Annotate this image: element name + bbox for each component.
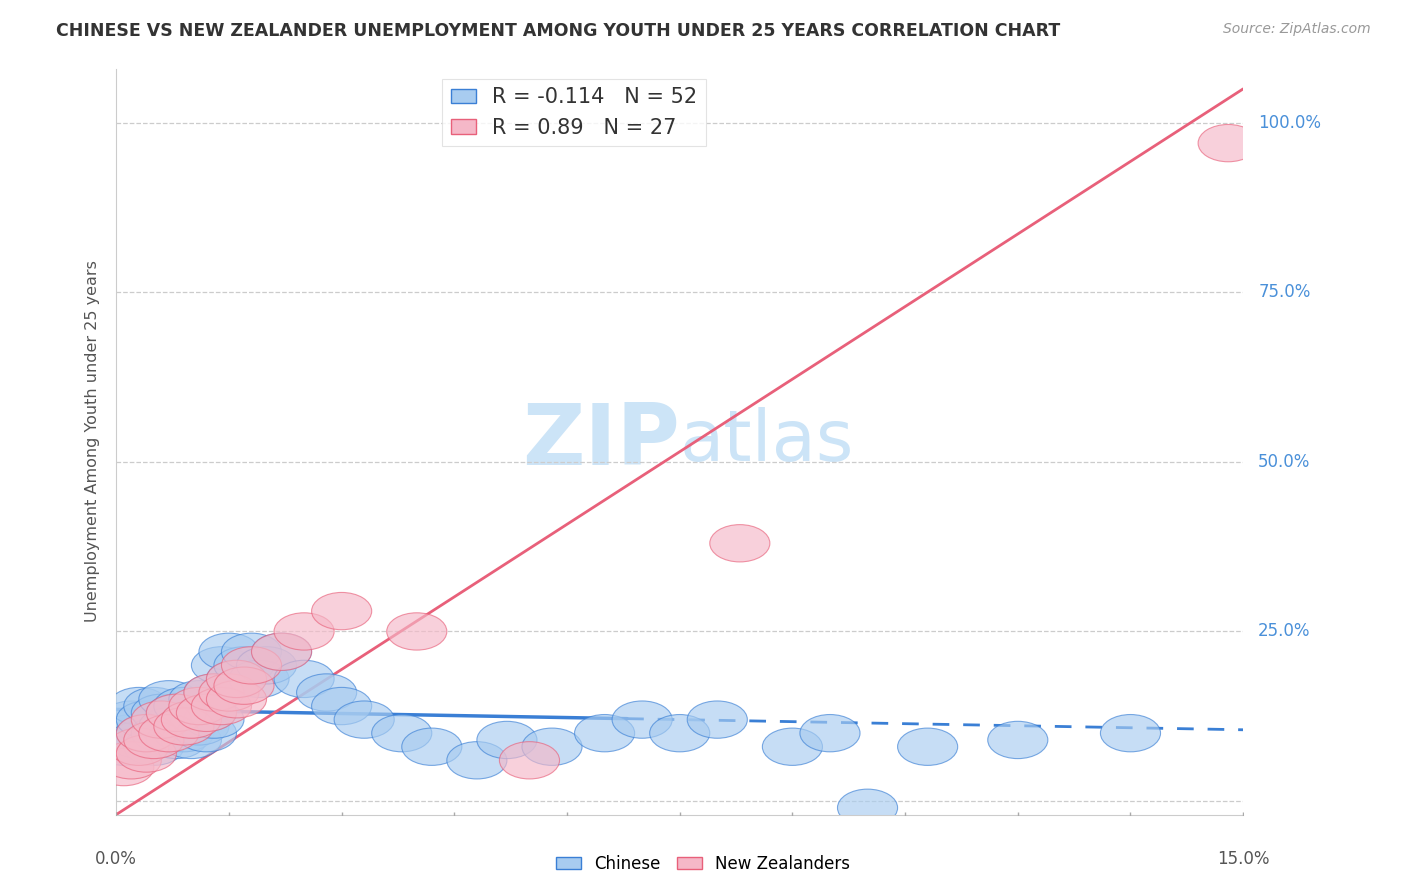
Ellipse shape [207, 660, 267, 698]
Ellipse shape [124, 722, 184, 758]
Ellipse shape [312, 592, 371, 630]
Ellipse shape [153, 707, 214, 745]
Ellipse shape [131, 701, 191, 739]
Ellipse shape [207, 660, 267, 698]
Ellipse shape [176, 694, 236, 731]
Ellipse shape [207, 681, 267, 718]
Ellipse shape [477, 722, 537, 758]
Ellipse shape [117, 714, 176, 752]
Ellipse shape [101, 701, 162, 739]
Ellipse shape [274, 660, 335, 698]
Ellipse shape [131, 714, 191, 752]
Text: ZIP: ZIP [522, 400, 679, 483]
Text: atlas: atlas [679, 407, 853, 476]
Ellipse shape [762, 728, 823, 765]
Ellipse shape [169, 707, 229, 745]
Ellipse shape [117, 735, 176, 772]
Ellipse shape [838, 789, 897, 826]
Ellipse shape [198, 673, 259, 711]
Ellipse shape [146, 694, 207, 731]
Ellipse shape [800, 714, 860, 752]
Ellipse shape [131, 694, 191, 731]
Ellipse shape [222, 647, 281, 684]
Ellipse shape [371, 714, 432, 752]
Ellipse shape [124, 728, 184, 765]
Ellipse shape [108, 722, 169, 758]
Ellipse shape [191, 688, 252, 724]
Ellipse shape [214, 667, 274, 705]
Ellipse shape [688, 701, 748, 739]
Ellipse shape [139, 707, 198, 745]
Ellipse shape [108, 688, 169, 724]
Ellipse shape [522, 728, 582, 765]
Ellipse shape [988, 722, 1047, 758]
Ellipse shape [191, 647, 252, 684]
Y-axis label: Unemployment Among Youth under 25 years: Unemployment Among Youth under 25 years [86, 260, 100, 623]
Ellipse shape [162, 722, 222, 758]
Ellipse shape [447, 741, 508, 779]
Text: 75.0%: 75.0% [1258, 284, 1310, 301]
Ellipse shape [146, 722, 207, 758]
Legend: Chinese, New Zealanders: Chinese, New Zealanders [548, 848, 858, 880]
Ellipse shape [222, 633, 281, 671]
Legend: R = -0.114   N = 52, R = 0.89   N = 27: R = -0.114 N = 52, R = 0.89 N = 27 [443, 78, 706, 146]
Ellipse shape [101, 741, 162, 779]
Ellipse shape [274, 613, 335, 650]
Ellipse shape [94, 748, 153, 786]
Ellipse shape [184, 673, 245, 711]
Ellipse shape [117, 714, 176, 752]
Ellipse shape [229, 660, 290, 698]
Ellipse shape [153, 714, 214, 752]
Ellipse shape [1101, 714, 1160, 752]
Ellipse shape [214, 647, 274, 684]
Ellipse shape [312, 688, 371, 724]
Ellipse shape [153, 688, 214, 724]
Text: 100.0%: 100.0% [1258, 114, 1322, 132]
Ellipse shape [146, 694, 207, 731]
Ellipse shape [236, 647, 297, 684]
Ellipse shape [139, 714, 198, 752]
Ellipse shape [101, 714, 162, 752]
Ellipse shape [184, 701, 245, 739]
Ellipse shape [1198, 125, 1258, 161]
Ellipse shape [169, 688, 229, 724]
Ellipse shape [710, 524, 770, 562]
Ellipse shape [575, 714, 634, 752]
Ellipse shape [162, 701, 222, 739]
Ellipse shape [94, 728, 153, 765]
Text: 25.0%: 25.0% [1258, 623, 1310, 640]
Ellipse shape [169, 681, 229, 718]
Text: 0.0%: 0.0% [96, 850, 138, 868]
Ellipse shape [162, 701, 222, 739]
Ellipse shape [387, 613, 447, 650]
Ellipse shape [108, 728, 169, 765]
Ellipse shape [335, 701, 394, 739]
Ellipse shape [297, 673, 357, 711]
Ellipse shape [176, 714, 236, 752]
Ellipse shape [117, 701, 176, 739]
Ellipse shape [499, 741, 560, 779]
Text: Source: ZipAtlas.com: Source: ZipAtlas.com [1223, 22, 1371, 37]
Ellipse shape [139, 681, 198, 718]
Ellipse shape [124, 688, 184, 724]
Text: 50.0%: 50.0% [1258, 453, 1310, 471]
Ellipse shape [252, 633, 312, 671]
Ellipse shape [402, 728, 461, 765]
Text: 15.0%: 15.0% [1218, 850, 1270, 868]
Ellipse shape [612, 701, 672, 739]
Ellipse shape [252, 633, 312, 671]
Text: CHINESE VS NEW ZEALANDER UNEMPLOYMENT AMONG YOUTH UNDER 25 YEARS CORRELATION CHA: CHINESE VS NEW ZEALANDER UNEMPLOYMENT AM… [56, 22, 1060, 40]
Ellipse shape [176, 694, 236, 731]
Ellipse shape [650, 714, 710, 752]
Ellipse shape [897, 728, 957, 765]
Ellipse shape [198, 633, 259, 671]
Ellipse shape [184, 673, 245, 711]
